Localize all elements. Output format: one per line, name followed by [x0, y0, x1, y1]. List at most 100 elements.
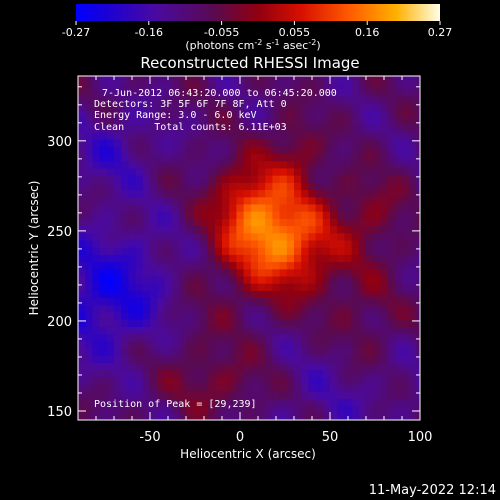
heatmap-cell	[214, 376, 223, 385]
heatmap-cell	[92, 376, 101, 385]
heatmap-cell	[193, 405, 201, 414]
heatmap-cell	[402, 225, 410, 234]
heatmap-cell	[135, 369, 144, 378]
heatmap-cell	[222, 369, 230, 378]
heatmap-cell	[308, 340, 317, 349]
heatmap-cell	[121, 88, 129, 97]
heatmap-cell	[128, 95, 137, 104]
heatmap-cell	[330, 110, 338, 119]
heatmap-cell	[114, 225, 122, 234]
heatmap-cell	[358, 153, 367, 162]
heatmap-cell	[330, 304, 338, 313]
heatmap-cell	[301, 268, 309, 277]
heatmap-cell	[222, 275, 230, 284]
heatmap-cell	[402, 95, 410, 104]
heatmap-cell	[265, 103, 273, 111]
heatmap-cell	[380, 311, 389, 320]
heatmap-cell	[322, 95, 331, 104]
heatmap-cell	[121, 283, 129, 291]
heatmap-cell	[322, 275, 331, 284]
heatmap-cell	[315, 398, 324, 407]
heatmap-cell	[171, 239, 180, 248]
y-tick-label: 150	[47, 405, 72, 420]
heatmap-cell	[279, 117, 288, 126]
heatmap-cell	[272, 275, 281, 284]
heatmap-cell	[85, 239, 93, 248]
heatmap-cell	[308, 275, 317, 284]
heatmap-cell	[416, 319, 420, 327]
heatmap-cell	[99, 182, 108, 191]
heatmap-cell	[214, 290, 223, 299]
heatmap-cell	[294, 160, 302, 169]
heatmap-cell	[178, 247, 187, 255]
heatmap-cell	[121, 268, 129, 277]
heatmap-cell	[171, 326, 180, 335]
heatmap-cell	[157, 88, 165, 97]
heatmap-cell	[380, 283, 389, 291]
heatmap-cell	[186, 405, 194, 414]
heatmap-cell	[265, 383, 273, 392]
heatmap-cell	[222, 139, 230, 147]
heatmap-cell	[78, 81, 86, 90]
heatmap-cell	[272, 167, 281, 176]
heatmap-cell	[164, 189, 173, 198]
heatmap-cell	[366, 362, 374, 371]
heatmap-cell	[351, 239, 360, 248]
heatmap-cell	[308, 225, 317, 234]
heatmap-cell	[373, 326, 381, 335]
heatmap-cell	[301, 196, 309, 205]
heatmap-cell	[294, 146, 302, 155]
heatmap-cell	[272, 196, 281, 205]
heatmap-cell	[387, 268, 396, 277]
heatmap-cell	[358, 355, 367, 363]
heatmap-cell	[322, 412, 331, 420]
heatmap-cell	[250, 376, 259, 385]
heatmap-cell	[358, 146, 367, 155]
heatmap-cell	[315, 146, 324, 155]
heatmap-cell	[330, 247, 338, 255]
heatmap-cell	[373, 297, 381, 306]
heatmap-cell	[121, 203, 129, 212]
heatmap-cell	[157, 139, 165, 147]
heatmap-cell	[121, 160, 129, 169]
heatmap-cell	[366, 117, 374, 126]
heatmap-cell	[207, 311, 216, 320]
heatmap-cell	[265, 391, 273, 399]
heatmap-cell	[330, 347, 338, 356]
heatmap-cell	[279, 167, 288, 176]
heatmap-cell	[250, 290, 259, 299]
heatmap-cell	[258, 117, 266, 126]
heatmap-cell	[272, 297, 281, 306]
heatmap-cell	[286, 103, 295, 111]
heatmap-cell	[229, 391, 237, 399]
heatmap-cell	[135, 283, 144, 291]
heatmap-cell	[344, 362, 353, 371]
heatmap-cell	[135, 376, 144, 385]
heatmap-cell	[344, 131, 353, 140]
heatmap-cell	[114, 203, 122, 212]
heatmap-cell	[330, 355, 338, 363]
heatmap-cell	[394, 232, 403, 241]
heatmap-cell	[250, 189, 259, 198]
heatmap-cell	[135, 146, 144, 155]
heatmap-cell	[322, 333, 331, 342]
heatmap-cell	[178, 290, 187, 299]
heatmap-cell	[157, 304, 165, 313]
heatmap-cell	[200, 139, 209, 147]
heatmap-cell	[416, 383, 420, 392]
heatmap-cell	[157, 76, 165, 82]
heatmap-cell	[416, 117, 420, 126]
heatmap-cell	[279, 268, 288, 277]
heatmap-cell	[128, 211, 137, 219]
heatmap-cell	[157, 405, 165, 414]
heatmap-cell	[330, 146, 338, 155]
heatmap-cell	[387, 153, 396, 162]
heatmap-cell	[250, 175, 259, 183]
heatmap-cell	[322, 175, 331, 183]
heatmap-cell	[315, 182, 324, 191]
heatmap-cell	[114, 355, 122, 363]
heatmap-cell	[387, 139, 396, 147]
heatmap-cell	[114, 131, 122, 140]
heatmap-cell	[315, 153, 324, 162]
heatmap-cell	[164, 88, 173, 97]
